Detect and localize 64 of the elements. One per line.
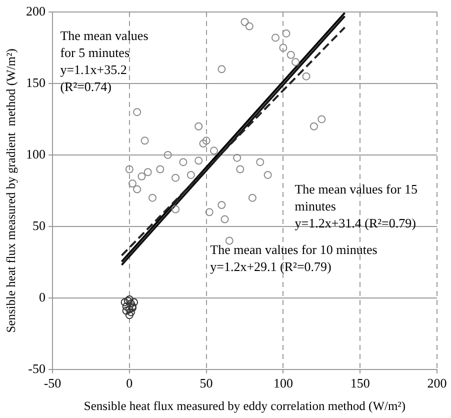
x-tick-label: 200	[427, 376, 447, 391]
y-tick-label: 0	[39, 289, 46, 304]
point	[172, 174, 180, 182]
x-tick-label: 100	[273, 376, 293, 391]
point	[272, 34, 280, 42]
point	[125, 305, 134, 314]
y-tick-label: 100	[26, 146, 46, 162]
y-tick-label: 200	[26, 3, 46, 18]
point	[240, 18, 249, 26]
point	[186, 170, 195, 179]
y-tick-label: 50	[32, 218, 46, 233]
point	[194, 122, 203, 130]
x-tick-label: 150	[350, 376, 370, 391]
point	[210, 146, 218, 155]
point	[282, 29, 290, 38]
point	[126, 308, 135, 316]
point	[279, 44, 288, 52]
point	[130, 298, 138, 306]
point	[202, 136, 210, 145]
point	[205, 208, 214, 216]
annotation: The mean values for 10 minutes y=1.2x+29.1 (R²=0.79)	[210, 242, 378, 274]
point	[125, 165, 134, 174]
point	[218, 200, 226, 209]
point	[292, 58, 300, 66]
point	[128, 180, 136, 188]
y-tick-label: -50	[28, 360, 46, 376]
point	[236, 165, 244, 174]
point	[264, 170, 272, 179]
x-tick-label: 50	[200, 376, 213, 391]
point	[138, 172, 146, 180]
point	[225, 236, 234, 245]
x-tick-label: -50	[44, 376, 62, 391]
annotation: The mean values for 15 minutes y=1.2x+31.4 (R²=0.79)	[294, 181, 418, 230]
point	[164, 150, 172, 159]
point	[144, 168, 152, 176]
point	[248, 194, 256, 202]
point	[133, 108, 142, 116]
point	[220, 215, 229, 224]
point	[310, 122, 318, 130]
point	[122, 306, 130, 315]
point	[148, 194, 156, 202]
point	[133, 185, 142, 194]
point	[286, 50, 295, 59]
point	[122, 302, 130, 310]
point	[199, 140, 208, 148]
x-axis-title: Sensible heat flux measured by eddy correlation method (W/m²)	[84, 398, 406, 413]
y-axis-title: Sensible heat flux measured by gradient method (W/m²)	[4, 48, 18, 333]
point	[120, 298, 129, 306]
point	[256, 158, 264, 166]
point	[218, 65, 226, 74]
point	[140, 136, 149, 145]
point	[302, 72, 310, 80]
point	[233, 154, 242, 162]
point	[125, 311, 134, 320]
point	[172, 205, 180, 214]
point	[245, 22, 254, 30]
point	[318, 115, 326, 124]
annotation: The mean values for 5 minutes y=1.1x+35.2 (R²=0.74)	[60, 28, 148, 94]
point	[194, 156, 203, 165]
point	[179, 158, 188, 166]
point	[156, 165, 164, 174]
x-tick-label: 0	[126, 376, 133, 391]
point	[126, 300, 135, 308]
y-tick-label: 150	[26, 74, 46, 90]
